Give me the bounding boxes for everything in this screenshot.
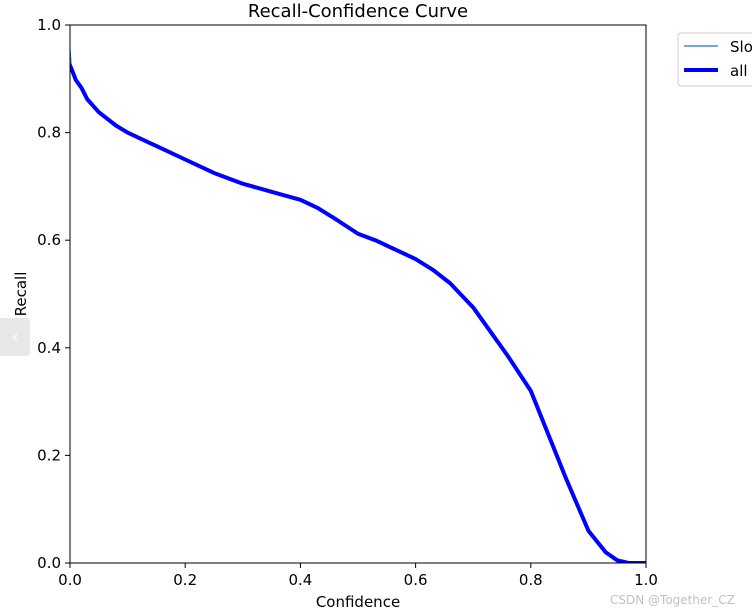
watermark: CSDN @Together_CZ <box>610 593 735 607</box>
legend-label-slo: Slo <box>730 38 752 56</box>
x-tick-label: 0.8 <box>519 571 543 589</box>
y-tick-label: 1.0 <box>37 16 61 34</box>
series-layer <box>70 48 646 563</box>
x-tick-label: 0.2 <box>173 571 197 589</box>
x-tick-label: 0.0 <box>58 571 82 589</box>
x-axis-ticks: 0.0 0.2 0.4 0.6 0.8 1.0 <box>58 563 658 589</box>
chevron-left-icon: ‹ <box>11 326 19 348</box>
y-tick-label: 0.0 <box>37 554 61 572</box>
x-tick-label: 0.4 <box>288 571 312 589</box>
series-line-slo <box>70 48 646 563</box>
x-tick-label: 1.0 <box>634 571 658 589</box>
y-tick-label: 0.6 <box>37 231 61 249</box>
y-tick-label: 0.2 <box>37 446 61 464</box>
series-line-all <box>70 63 646 563</box>
y-axis-label: Recall <box>12 272 30 317</box>
chart-title: Recall-Confidence Curve <box>248 1 468 22</box>
y-tick-label: 0.8 <box>37 124 61 142</box>
legend: Slo all <box>677 32 752 87</box>
y-tick-label: 0.4 <box>37 339 61 357</box>
x-axis-label: Confidence <box>316 593 400 611</box>
x-tick-label: 0.6 <box>404 571 428 589</box>
side-tab-button[interactable]: ‹ <box>0 318 30 356</box>
plot-frame <box>69 24 647 564</box>
y-axis-ticks: 0.0 0.2 0.4 0.6 0.8 1.0 <box>37 16 70 572</box>
legend-label-all: all <box>730 62 748 80</box>
